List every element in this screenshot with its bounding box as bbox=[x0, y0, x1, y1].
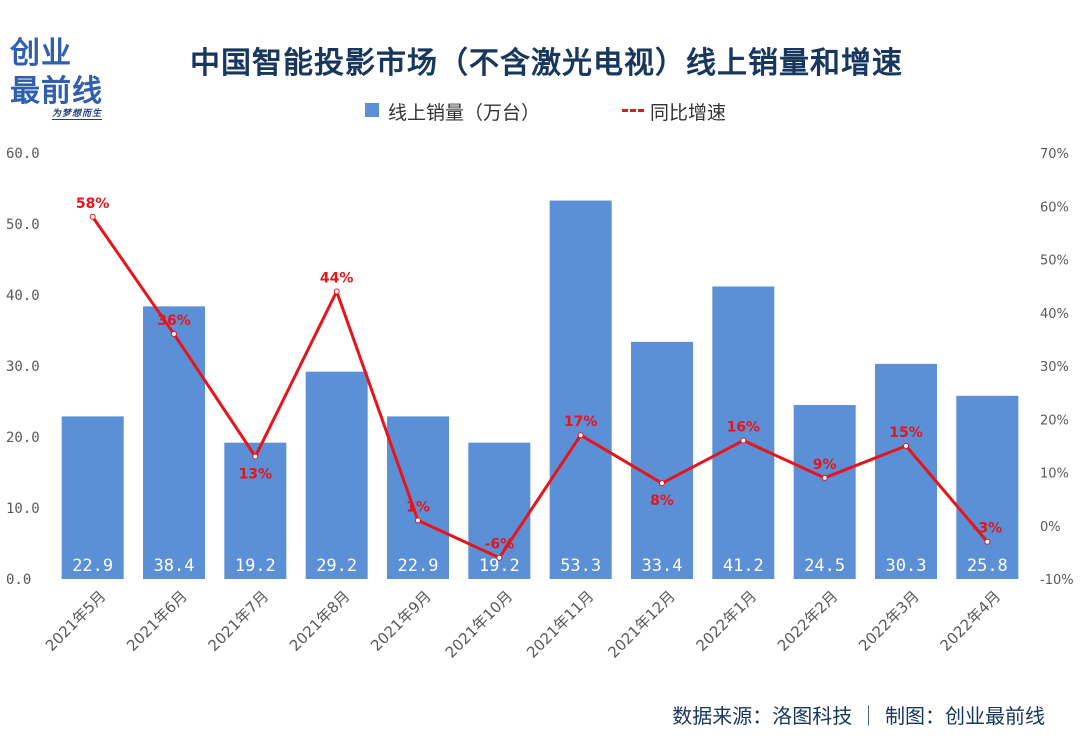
legend-line-swatch bbox=[622, 109, 644, 112]
growth-value-label: 16% bbox=[727, 420, 761, 436]
growth-point bbox=[89, 213, 96, 220]
x-tick-label: 2022年3月 bbox=[855, 587, 923, 655]
y-right-tick-label: 40% bbox=[1040, 307, 1069, 322]
growth-value-label: 36% bbox=[157, 313, 191, 329]
x-tick-label: 2021年12月 bbox=[604, 587, 678, 661]
y-left-tick-label: 60.0 bbox=[6, 146, 40, 162]
growth-value-label: 17% bbox=[564, 414, 598, 430]
growth-value-label: 9% bbox=[813, 457, 837, 473]
bar-value-label: 22.9 bbox=[398, 556, 439, 576]
growth-point bbox=[740, 437, 747, 444]
legend-bar-swatch bbox=[365, 103, 379, 117]
bar-value-label: 41.2 bbox=[723, 556, 764, 576]
y-right-tick-label: 20% bbox=[1040, 413, 1069, 428]
logo-text-line1: 创业 bbox=[10, 36, 72, 71]
growth-value-label: 8% bbox=[650, 493, 674, 509]
y-left-tick-label: 30.0 bbox=[6, 359, 40, 375]
growth-point bbox=[171, 331, 177, 338]
growth-value-label: -3% bbox=[973, 521, 1003, 537]
x-tick-label: 2021年5月 bbox=[42, 587, 110, 655]
bar bbox=[793, 405, 856, 579]
y-right-tick-label: 60% bbox=[1040, 200, 1069, 215]
bar bbox=[387, 416, 449, 579]
bar-value-label: 53.3 bbox=[560, 556, 601, 576]
bar-value-label: 30.3 bbox=[886, 556, 927, 576]
growth-point bbox=[577, 432, 584, 439]
growth-point bbox=[496, 554, 503, 561]
bar-value-label: 25.8 bbox=[967, 556, 1008, 576]
legend-line-label: 同比增速 bbox=[650, 102, 727, 124]
growth-point bbox=[333, 288, 340, 295]
growth-point bbox=[659, 480, 665, 487]
growth-value-label: -6% bbox=[485, 537, 515, 553]
y-right-tick-label: -10% bbox=[1040, 573, 1074, 588]
brand-logo: 创业 最前线 为梦想而生 bbox=[10, 28, 130, 120]
bar-value-label: 33.4 bbox=[642, 556, 683, 576]
y-right-tick-label: 0% bbox=[1040, 520, 1061, 535]
bar-value-label: 19.2 bbox=[235, 556, 276, 576]
bar bbox=[712, 286, 775, 579]
growth-point bbox=[984, 538, 991, 545]
bar-value-label: 29.2 bbox=[316, 556, 357, 576]
legend-bar-label: 线上销量（万台） bbox=[388, 102, 541, 124]
x-tick-label: 2021年7月 bbox=[204, 587, 272, 655]
x-tick-label: 2022年4月 bbox=[936, 587, 1004, 655]
bar-value-label: 24.5 bbox=[804, 556, 845, 576]
growth-value-label: 58% bbox=[76, 196, 110, 212]
bar bbox=[143, 306, 205, 579]
bar-value-label: 38.4 bbox=[154, 556, 195, 576]
y-left-tick-label: 50.0 bbox=[6, 217, 40, 233]
growth-point bbox=[821, 474, 828, 481]
bar bbox=[549, 200, 612, 579]
growth-point bbox=[903, 442, 909, 449]
growth-point bbox=[252, 453, 259, 460]
y-right-tick-label: 50% bbox=[1040, 254, 1069, 269]
y-left-tick-label: 20.0 bbox=[6, 430, 40, 446]
x-tick-label: 2022年1月 bbox=[692, 587, 760, 655]
y-right-tick-label: 30% bbox=[1040, 360, 1069, 375]
x-tick-label: 2021年8月 bbox=[286, 587, 354, 655]
logo-tagline: 为梦想而生 bbox=[52, 106, 103, 120]
bar bbox=[956, 395, 1019, 579]
x-tick-label: 2021年11月 bbox=[523, 587, 597, 661]
bar bbox=[224, 442, 287, 579]
bar bbox=[305, 371, 368, 579]
chart-legend: 线上销量（万台） 同比增速 bbox=[0, 96, 1080, 124]
growth-value-label: 44% bbox=[320, 270, 354, 286]
bar bbox=[61, 416, 124, 579]
bar bbox=[631, 341, 693, 579]
growth-value-label: 13% bbox=[239, 467, 273, 483]
growth-line bbox=[91, 216, 989, 560]
growth-point bbox=[415, 517, 421, 524]
logo-text-line2: 最前线 bbox=[10, 74, 103, 109]
y-right-tick-label: 70% bbox=[1040, 147, 1069, 162]
growth-value-label: 1% bbox=[406, 499, 430, 515]
bar-value-label: 19.2 bbox=[479, 556, 520, 576]
y-right-tick-label: 10% bbox=[1040, 467, 1069, 482]
x-tick-label: 2022年2月 bbox=[774, 587, 842, 655]
source-credit: 数据来源：洛图科技 ｜ 制图：创业最前线 bbox=[672, 704, 1045, 728]
y-left-tick-label: 0.0 bbox=[6, 572, 31, 588]
y-left-tick-label: 40.0 bbox=[6, 288, 40, 304]
x-tick-label: 2021年6月 bbox=[123, 587, 191, 655]
bar-value-label: 22.9 bbox=[72, 556, 113, 576]
x-tick-label: 2021年9月 bbox=[367, 587, 435, 655]
x-tick-label: 2021年10月 bbox=[442, 587, 516, 661]
y-left-tick-label: 10.0 bbox=[6, 501, 40, 517]
chart-title: 中国智能投影市场（不含激光电视）线上销量和增速 bbox=[190, 46, 903, 81]
growth-value-label: 15% bbox=[889, 425, 923, 441]
